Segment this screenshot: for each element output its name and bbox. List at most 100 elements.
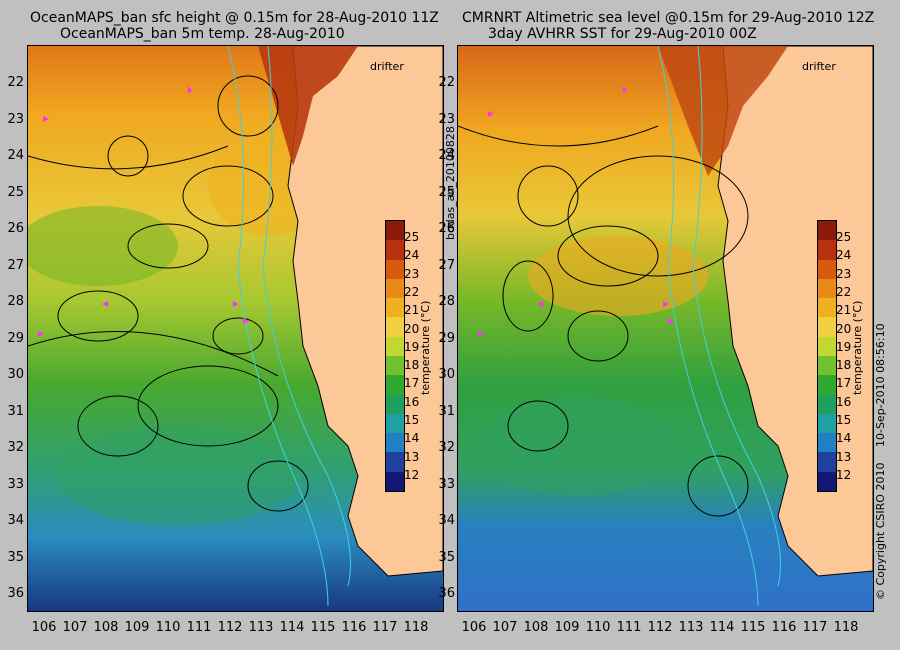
- latitude-label: 22: [7, 75, 24, 90]
- colorbar-label: 19: [404, 339, 420, 354]
- bathymetry-contours: [227, 46, 351, 607]
- colorbar-segment: [818, 452, 836, 472]
- colorbar-segment: [818, 375, 836, 395]
- longitude-label: 110: [585, 620, 611, 635]
- colorbar-label: 13: [836, 449, 852, 464]
- run-id-label: bodas_an_20100828: [444, 126, 457, 240]
- left-map-panel[interactable]: [27, 45, 444, 612]
- latitude-label: 32: [438, 440, 455, 455]
- right-colorbar: [817, 220, 837, 492]
- latitude-label: 23: [438, 111, 455, 127]
- colorbar-segment: [386, 471, 404, 491]
- longitude-label: 108: [523, 620, 549, 635]
- colorbar-segment: [818, 298, 836, 318]
- colorbar-segment: [818, 221, 836, 241]
- colorbar-label: 24: [404, 248, 420, 263]
- drifter-tracks: [38, 86, 249, 337]
- colorbar-segment: [818, 413, 836, 434]
- colorbar-segment: [386, 452, 404, 472]
- colorbar-label: 25: [404, 230, 420, 244]
- left-sst-map: [28, 46, 443, 611]
- right-title-line2: 3day AVHRR SST for 29-Aug-2010 00Z: [488, 26, 757, 42]
- longitude-label: 109: [124, 620, 150, 635]
- colorbar-segment: [386, 221, 404, 241]
- latitude-label: 27: [438, 257, 455, 273]
- latitude-label: 30: [7, 367, 24, 382]
- colorbar-segment: [818, 278, 836, 299]
- colorbar-label: 21: [404, 303, 420, 318]
- bathymetry-contours: [657, 46, 781, 607]
- latitude-label: 28: [438, 294, 455, 309]
- longitude-label: 116: [771, 620, 797, 635]
- right-drifter-legend: drifter: [802, 60, 836, 73]
- colorbar-segment: [818, 471, 836, 491]
- colorbar-label: 15: [836, 413, 852, 427]
- right-title-line1: CMRNRT Altimetric sea level @0.15m for 2…: [462, 10, 875, 26]
- left-title-line1: OceanMAPS_ban sfc height @ 0.15m for 28-…: [30, 10, 439, 26]
- colorbar-segment: [818, 336, 836, 356]
- left-colorbar: [385, 220, 405, 492]
- longitude-label: 110: [155, 620, 181, 635]
- longitude-label: 106: [461, 620, 487, 635]
- longitude-label: 118: [833, 620, 859, 635]
- colorbar-label: 16: [836, 394, 852, 409]
- right-sst-map: [458, 46, 873, 611]
- colorbar-segment: [386, 355, 404, 376]
- latitude-label: 26: [7, 221, 24, 236]
- colorbar-label: 14: [836, 431, 852, 446]
- longitude-label: 115: [740, 620, 766, 635]
- colorbar-segment: [386, 336, 404, 356]
- colorbar-segment: [386, 240, 404, 260]
- longitude-label: 118: [403, 620, 429, 635]
- longitude-label: 117: [372, 620, 398, 635]
- colorbar-label: 20: [404, 321, 420, 336]
- sea-height-contours: [458, 125, 749, 517]
- colorbar-segment: [386, 433, 404, 453]
- latitude-label: 29: [7, 330, 24, 346]
- latitude-label: 31: [7, 403, 24, 419]
- latitude-label: 35: [7, 549, 24, 565]
- colorbar-segment: [818, 355, 836, 376]
- colorbar-label: 23: [404, 266, 420, 281]
- colorbar-segment: [818, 259, 836, 279]
- longitude-label: 111: [186, 620, 212, 635]
- colorbar-label: 19: [836, 339, 852, 354]
- colorbar-segment: [386, 413, 404, 434]
- colorbar-label: 25: [836, 230, 852, 244]
- colorbar-segment: [386, 259, 404, 279]
- colorbar-label: 17: [404, 376, 420, 391]
- longitude-label: 114: [279, 620, 305, 635]
- latitude-label: 34: [7, 513, 24, 528]
- latitude-label: 24: [438, 148, 455, 163]
- right-colorbar-title: temperature (°C): [851, 300, 864, 395]
- latitude-label: 35: [438, 549, 455, 565]
- latitude-label: 27: [7, 257, 24, 273]
- right-map-panel[interactable]: [457, 45, 874, 612]
- colorbar-label: 17: [836, 376, 852, 391]
- colorbar-segment: [818, 433, 836, 453]
- latitude-label: 36: [7, 586, 24, 601]
- longitude-label: 117: [802, 620, 828, 635]
- longitude-label: 115: [310, 620, 336, 635]
- longitude-label: 109: [554, 620, 580, 635]
- colorbar-label: 14: [404, 431, 420, 446]
- latitude-label: 26: [438, 221, 455, 236]
- longitude-label: 108: [93, 620, 119, 635]
- left-drifter-legend: drifter: [370, 60, 404, 73]
- colorbar-label: 20: [836, 321, 852, 336]
- latitude-label: 24: [7, 148, 24, 163]
- colorbar-label: 24: [836, 248, 852, 263]
- colorbar-segment: [818, 317, 836, 337]
- colorbar-label: 12: [836, 467, 852, 482]
- latitude-label: 30: [438, 367, 455, 382]
- colorbar-segment: [386, 298, 404, 318]
- colorbar-label: 22: [836, 284, 852, 299]
- longitude-label: 112: [647, 620, 673, 635]
- colorbar-label: 15: [404, 413, 420, 427]
- colorbar-segment: [386, 375, 404, 395]
- latitude-label: 25: [7, 184, 24, 200]
- sea-height-contours: [28, 75, 309, 512]
- colorbar-segment: [818, 394, 836, 414]
- copyright-label: © Copyright CSIRO 2010: [874, 462, 887, 600]
- colorbar-label: 21: [836, 303, 852, 318]
